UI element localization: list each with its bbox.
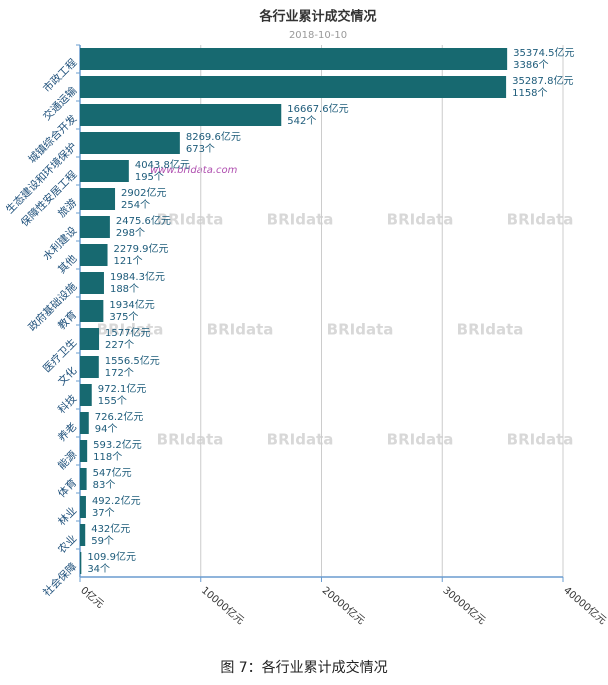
bar: [80, 104, 282, 126]
chart-subtitle: 2018-10-10: [289, 30, 347, 41]
chart-title: 各行业累计成交情况: [258, 9, 376, 25]
value-label: 1577亿元: [105, 326, 150, 339]
watermark: BRIdata: [267, 211, 334, 229]
bar: [80, 440, 88, 462]
count-label: 94个: [95, 423, 118, 435]
bar: [80, 48, 508, 70]
bar: [80, 468, 87, 490]
bar: [80, 496, 86, 518]
y-tick-label: 科技: [55, 392, 79, 416]
watermark-url: www.bridata.com: [150, 165, 238, 176]
bar: [80, 524, 86, 546]
count-label: 673个: [186, 143, 215, 155]
value-label: 35287.8亿元: [512, 74, 573, 87]
value-label: 492.2亿元: [92, 494, 141, 507]
bar: [80, 244, 108, 266]
count-label: 34个: [87, 563, 110, 575]
x-tick-label: 10000亿元: [199, 584, 247, 627]
value-label: 2902亿元: [121, 186, 166, 199]
y-tick-label: 体育: [55, 476, 79, 500]
value-label: 593.2亿元: [93, 438, 142, 451]
bar: [80, 216, 110, 238]
value-label: 4043.8亿元: [135, 158, 190, 171]
y-tick-label: 教育: [55, 308, 79, 332]
count-label: 83个: [93, 479, 116, 491]
y-tick-label: 林业: [55, 504, 79, 528]
y-tick-label: 农业: [55, 532, 79, 556]
value-label: 8269.6亿元: [186, 130, 241, 143]
x-tick-label: 40000亿元: [561, 584, 608, 627]
y-tick-label: 养老: [55, 420, 79, 444]
caption: 图 7：各行业累计成交情况: [220, 659, 387, 676]
value-label: 35374.5亿元: [513, 46, 574, 59]
bar: [80, 76, 507, 98]
value-label: 2475.6亿元: [116, 214, 171, 227]
count-label: 195个: [135, 171, 164, 183]
bar: [80, 300, 104, 322]
value-label: 1984.3亿元: [110, 270, 165, 283]
count-label: 1158个: [512, 87, 547, 99]
value-label: 16667.6亿元: [287, 102, 348, 115]
value-label: 1934亿元: [109, 298, 154, 311]
count-label: 227个: [105, 339, 134, 351]
watermark: BRIdata: [327, 321, 394, 339]
count-label: 59个: [91, 535, 114, 547]
y-tick-label: 旅游: [55, 196, 79, 220]
watermark: BRIdata: [157, 211, 224, 229]
count-label: 118个: [93, 451, 122, 463]
y-tick-label: 文化: [55, 364, 79, 388]
watermark: BRIdata: [507, 211, 574, 229]
watermark: BRIdata: [387, 211, 454, 229]
count-label: 3386个: [513, 59, 548, 71]
watermark: BRIdata: [267, 431, 334, 449]
watermark: BRIdata: [97, 321, 164, 339]
watermark: BRIdata: [457, 321, 524, 339]
bar: [80, 384, 92, 406]
count-label: 375个: [109, 311, 138, 323]
count-label: 254个: [121, 199, 150, 211]
x-tick-label: 20000亿元: [320, 584, 368, 627]
watermark: BRIdata: [157, 431, 224, 449]
bar: [80, 160, 129, 182]
watermark: BRIdata: [507, 431, 574, 449]
count-label: 37个: [92, 507, 115, 519]
bar: [80, 132, 180, 154]
y-tick-label: 其他: [55, 252, 79, 276]
watermark: BRIdata: [387, 431, 454, 449]
count-label: 172个: [105, 367, 134, 379]
x-tick-label: 0亿元: [78, 584, 107, 611]
value-label: 109.9亿元: [87, 550, 136, 563]
count-label: 188个: [110, 283, 139, 295]
value-label: 2279.9亿元: [114, 242, 169, 255]
count-label: 298个: [116, 227, 145, 239]
bar: [80, 272, 104, 294]
value-label: 432亿元: [91, 522, 130, 535]
value-label: 1556.5亿元: [105, 354, 160, 367]
bar: [80, 552, 82, 574]
bar: [80, 356, 99, 378]
y-tick-label: 能源: [55, 448, 79, 472]
count-label: 155个: [98, 395, 127, 407]
x-tick-label: 30000亿元: [440, 584, 488, 627]
watermark: BRIdata: [207, 321, 274, 339]
bar: [80, 412, 89, 434]
value-label: 726.2亿元: [95, 410, 144, 423]
y-tick-label: 社会保障: [40, 560, 79, 599]
bar: [80, 188, 116, 210]
y-tick-label: 政府基础设施: [26, 280, 80, 334]
count-label: 542个: [287, 115, 316, 127]
value-label: 547亿元: [93, 466, 132, 479]
value-label: 972.1亿元: [98, 382, 147, 395]
count-label: 121个: [114, 255, 143, 267]
bar: [80, 328, 100, 350]
